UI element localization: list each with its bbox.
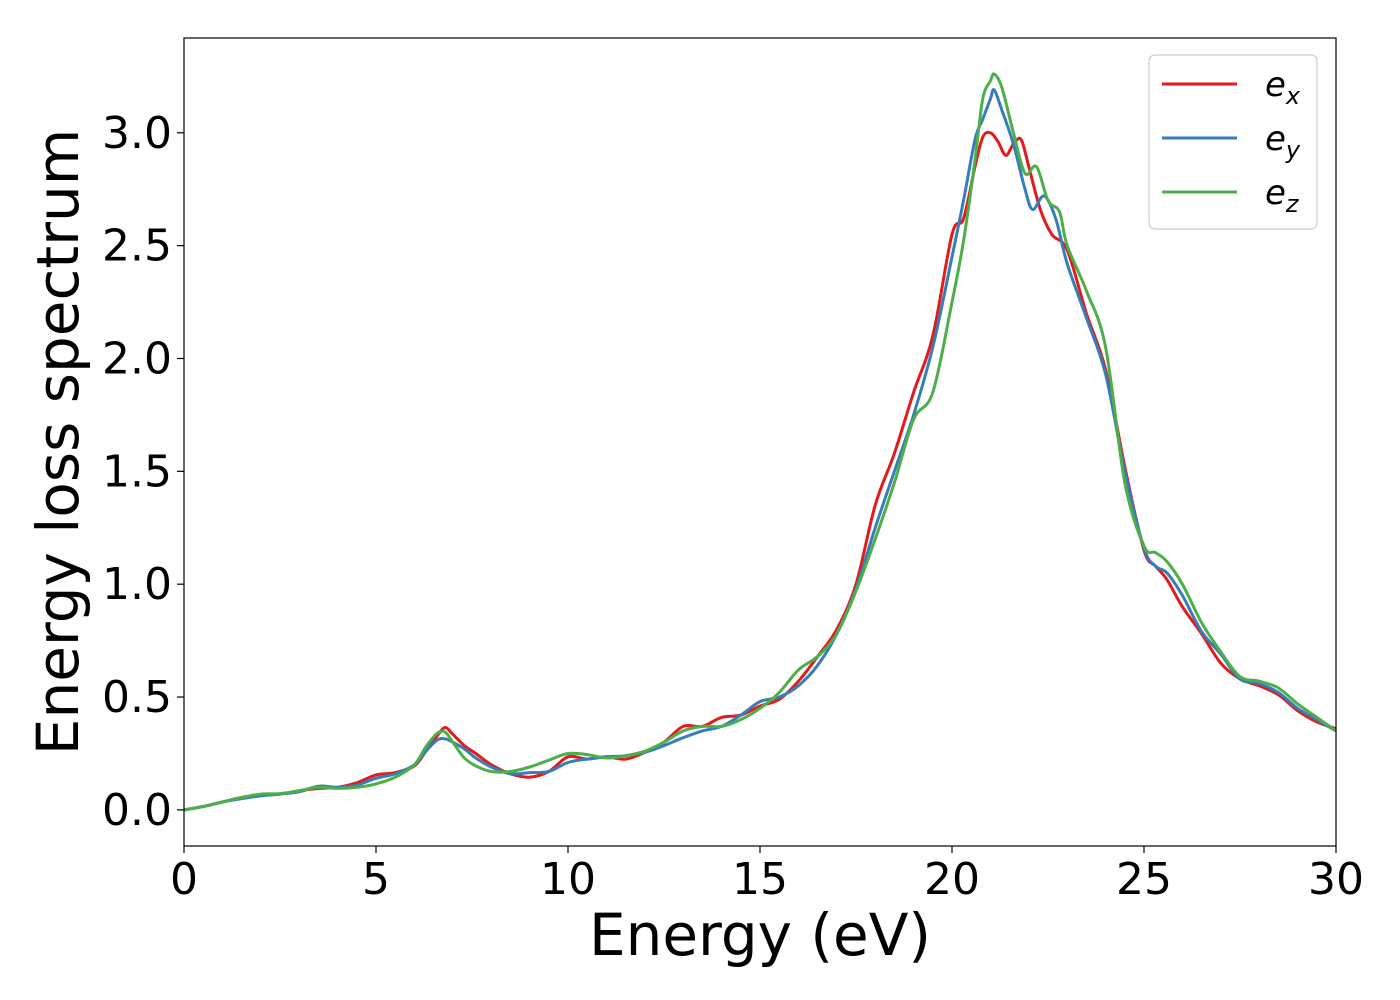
y-tick-label: 0.5 bbox=[102, 672, 172, 723]
x-tick-label: 30 bbox=[1308, 854, 1364, 905]
y-axis-ticks: 0.0 0.5 1.0 1.5 2.0 2.5 3.0 bbox=[102, 108, 184, 836]
legend-label-z: ez bbox=[1265, 173, 1300, 218]
x-tick-label: 10 bbox=[540, 854, 596, 905]
y-tick-label: 1.0 bbox=[102, 559, 172, 610]
x-tick-label: 20 bbox=[924, 854, 980, 905]
x-axis-ticks: 0 5 10 15 20 25 30 bbox=[170, 846, 1364, 905]
legend-label-subscript: y bbox=[1285, 136, 1301, 164]
legend-label-x: ex bbox=[1265, 65, 1301, 110]
legend-label-subscript: x bbox=[1285, 82, 1301, 110]
x-tick-label: 5 bbox=[362, 854, 390, 905]
y-tick-label: 0.0 bbox=[102, 785, 172, 836]
x-tick-label: 0 bbox=[170, 854, 198, 905]
legend-box bbox=[1148, 54, 1318, 230]
y-tick-label: 3.0 bbox=[102, 108, 172, 159]
y-tick-label: 2.0 bbox=[102, 333, 172, 384]
legend-label-subscript: z bbox=[1285, 190, 1300, 218]
legend-label-base: e bbox=[1265, 119, 1286, 159]
x-tick-label: 15 bbox=[732, 854, 788, 905]
legend-label-base: e bbox=[1265, 65, 1286, 105]
x-axis-label: Energy (eV) bbox=[589, 901, 931, 969]
y-axis-label: Energy loss spectrum bbox=[24, 129, 92, 755]
legend-label-base: e bbox=[1265, 173, 1286, 213]
y-tick-label: 1.5 bbox=[102, 446, 172, 497]
series-layer bbox=[183, 72, 1337, 812]
legend-label-y: ey bbox=[1265, 119, 1301, 164]
y-tick-label: 2.5 bbox=[102, 221, 172, 272]
series-line-z bbox=[183, 72, 1337, 812]
x-tick-label: 25 bbox=[1116, 854, 1172, 905]
